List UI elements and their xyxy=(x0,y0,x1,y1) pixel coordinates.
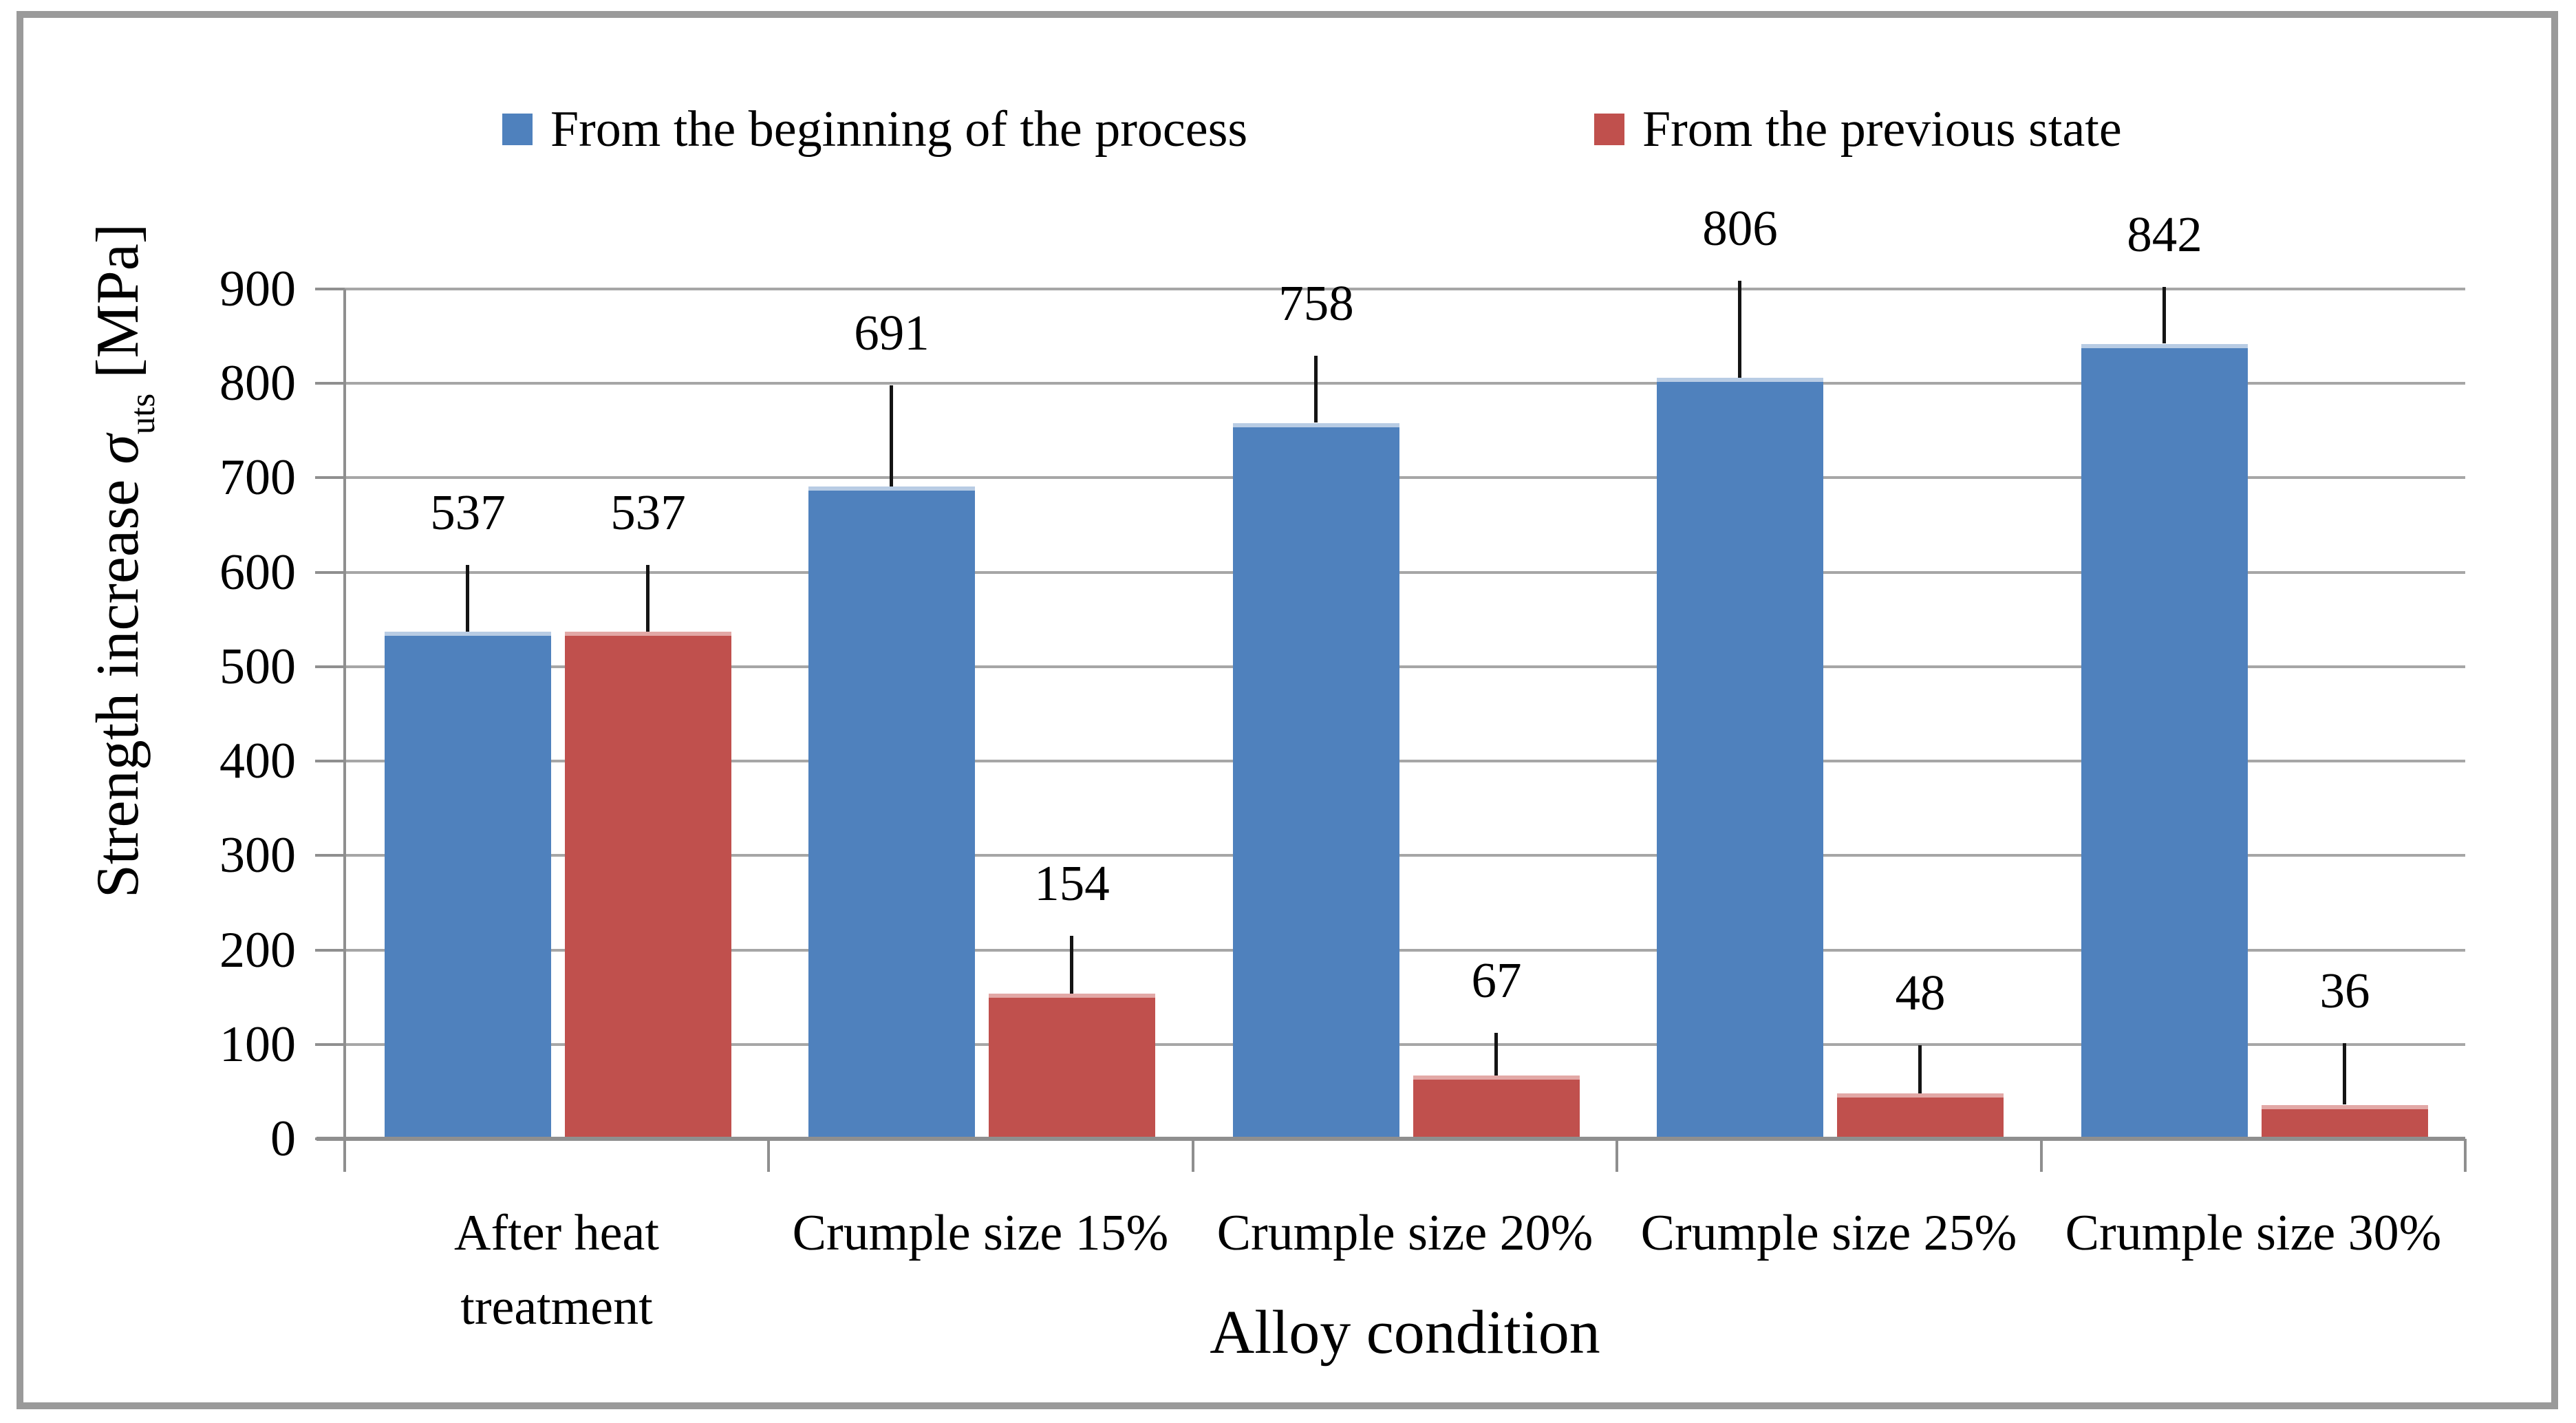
error-bar xyxy=(1070,936,1073,994)
category-label: After heat treatment xyxy=(454,1205,659,1336)
y-tick-label: 500 xyxy=(219,639,296,695)
legend-item-series-1: From the beginning of the process xyxy=(502,96,1247,162)
y-tick xyxy=(315,949,345,952)
y-tick-label: 300 xyxy=(219,827,296,884)
gridline xyxy=(345,476,2465,479)
y-axis-line xyxy=(343,289,346,1172)
sigma-symbol: σ xyxy=(85,434,151,464)
category-label: Crumple size 30% xyxy=(2065,1205,2442,1261)
gridline xyxy=(345,760,2465,762)
gridline xyxy=(345,571,2465,574)
legend: From the beginning of the process From t… xyxy=(0,96,2576,162)
value-label: 48 xyxy=(1895,965,1946,1020)
value-label: 758 xyxy=(1278,275,1354,331)
error-bar xyxy=(1494,1033,1498,1076)
error-bar xyxy=(890,385,893,486)
gridline xyxy=(345,288,2465,290)
category-label: Crumple size 15% xyxy=(792,1205,1169,1261)
value-label: 154 xyxy=(1034,855,1110,911)
bar xyxy=(2262,1105,2428,1139)
gridline xyxy=(345,1043,2465,1046)
error-bar xyxy=(2343,1043,2346,1104)
y-tick xyxy=(315,760,345,762)
x-tick xyxy=(1616,1139,1618,1172)
y-tick-label: 0 xyxy=(270,1111,296,1167)
error-bar xyxy=(1314,356,1318,422)
x-tick xyxy=(2040,1139,2043,1172)
value-label: 806 xyxy=(1702,200,1778,256)
gridline xyxy=(345,949,2465,952)
value-label: 36 xyxy=(2319,963,2370,1018)
value-label: 842 xyxy=(2127,206,2202,262)
x-tick xyxy=(767,1139,770,1172)
error-bar xyxy=(646,565,650,632)
bar xyxy=(2081,344,2248,1139)
value-label: 537 xyxy=(430,484,506,540)
bar xyxy=(565,632,731,1139)
error-bar xyxy=(1918,1045,1922,1093)
x-tick xyxy=(2464,1139,2467,1172)
bar xyxy=(989,994,1155,1139)
category-label: Crumple size 20% xyxy=(1216,1205,1593,1261)
legend-swatch-red xyxy=(1594,114,1624,145)
value-label: 537 xyxy=(610,484,686,540)
y-tick-label: 900 xyxy=(219,261,296,317)
y-tick xyxy=(315,571,345,574)
x-axis-title: Alloy condition xyxy=(1210,1298,1600,1367)
x-tick xyxy=(1192,1139,1194,1172)
y-axis-title-text: Strength increase xyxy=(85,464,151,899)
bar xyxy=(1837,1093,2004,1139)
gridline xyxy=(345,382,2465,385)
error-bar xyxy=(466,565,469,632)
y-axis-title-units: [MPa] xyxy=(85,223,151,394)
legend-item-series-2: From the previous state xyxy=(1594,96,2122,162)
bar xyxy=(385,632,551,1139)
legend-label: From the beginning of the process xyxy=(550,101,1248,158)
y-tick-label: 200 xyxy=(219,922,296,978)
y-tick-label: 400 xyxy=(219,733,296,789)
y-tick xyxy=(315,1043,345,1046)
y-tick xyxy=(315,665,345,668)
value-label: 67 xyxy=(1471,952,1522,1008)
y-tick-label: 600 xyxy=(219,544,296,601)
sigma-subscript: uts xyxy=(124,393,163,435)
y-tick xyxy=(315,476,345,479)
y-axis-title: Strength increase σuts [MPa] xyxy=(80,79,162,1042)
bar xyxy=(1233,423,1399,1139)
y-tick xyxy=(315,854,345,857)
bar xyxy=(1657,378,1823,1139)
bar xyxy=(1413,1076,1580,1139)
error-bar xyxy=(1738,281,1741,378)
y-tick xyxy=(315,288,345,290)
value-label: 691 xyxy=(854,305,930,361)
bar xyxy=(808,486,975,1139)
category-label: Crumple size 25% xyxy=(1640,1205,2017,1261)
x-axis-line xyxy=(316,1137,2465,1141)
error-bar xyxy=(2162,287,2166,343)
legend-swatch-blue xyxy=(502,114,533,145)
gridline xyxy=(345,665,2465,668)
y-tick xyxy=(315,382,345,385)
y-tick-label: 700 xyxy=(219,449,296,506)
y-tick-label: 800 xyxy=(219,355,296,411)
gridline xyxy=(345,854,2465,857)
legend-label: From the previous state xyxy=(1642,101,2122,158)
y-tick-label: 100 xyxy=(219,1016,296,1073)
